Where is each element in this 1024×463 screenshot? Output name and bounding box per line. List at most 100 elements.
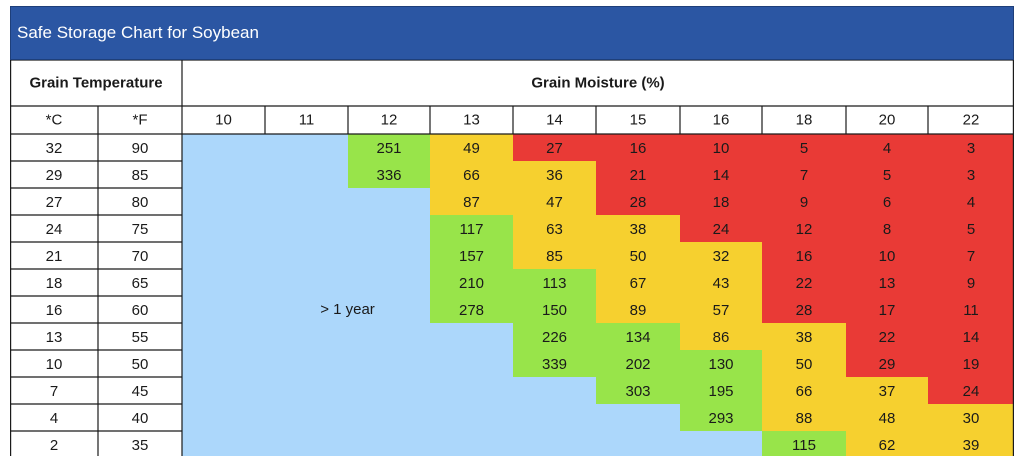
temperature-celsius: 21 bbox=[46, 248, 63, 265]
temperature-fahrenheit: 50 bbox=[132, 356, 149, 373]
storage-cell-danger bbox=[928, 296, 1014, 323]
storage-days-value: 67 bbox=[630, 275, 647, 292]
storage-days-value: 22 bbox=[879, 329, 896, 346]
storage-cell-caution bbox=[846, 377, 928, 404]
storage-cell-safe bbox=[762, 431, 846, 456]
storage-cell-safe bbox=[430, 242, 513, 269]
storage-cell-safe bbox=[430, 269, 513, 296]
storage-cell-danger bbox=[846, 134, 928, 161]
storage-cell-safe bbox=[513, 323, 596, 350]
storage-days-value: 150 bbox=[542, 302, 567, 319]
storage-cell-danger bbox=[680, 161, 762, 188]
storage-cell-caution bbox=[513, 188, 596, 215]
storage-days-value: 86 bbox=[713, 329, 730, 346]
over-year-band bbox=[182, 404, 680, 431]
storage-days-value: 48 bbox=[879, 410, 896, 427]
storage-days-value: 66 bbox=[463, 167, 480, 184]
temperature-fahrenheit: 90 bbox=[132, 140, 149, 157]
over-year-band bbox=[182, 161, 348, 188]
storage-days-value: 16 bbox=[630, 140, 647, 157]
storage-cell-caution bbox=[596, 296, 680, 323]
temperature-fahrenheit: 60 bbox=[132, 302, 149, 319]
moisture-level-header: 13 bbox=[463, 112, 480, 129]
storage-days-value: 24 bbox=[713, 221, 730, 238]
temperature-celsius: 2 bbox=[50, 437, 58, 454]
storage-days-value: 113 bbox=[543, 275, 567, 292]
storage-days-value: 293 bbox=[708, 410, 733, 427]
storage-cell-danger bbox=[596, 161, 680, 188]
storage-cell-caution bbox=[596, 269, 680, 296]
storage-cell-danger bbox=[762, 296, 846, 323]
storage-days-value: 38 bbox=[630, 221, 647, 238]
storage-cell-danger bbox=[846, 242, 928, 269]
storage-cell-danger bbox=[762, 242, 846, 269]
storage-cell-danger bbox=[846, 215, 928, 242]
moisture-level-header: 10 bbox=[215, 112, 232, 129]
storage-days-value: 115 bbox=[792, 437, 816, 454]
temperature-celsius: 16 bbox=[46, 302, 63, 319]
storage-cell-danger bbox=[846, 188, 928, 215]
storage-days-value: 66 bbox=[796, 383, 813, 400]
storage-cell-safe bbox=[430, 296, 513, 323]
storage-days-value: 14 bbox=[963, 329, 980, 346]
temperature-fahrenheit: 75 bbox=[132, 221, 149, 238]
temperature-fahrenheit: 55 bbox=[132, 329, 149, 346]
storage-cell-danger bbox=[928, 242, 1014, 269]
storage-cell-danger bbox=[846, 350, 928, 377]
storage-days-value: 339 bbox=[542, 356, 567, 373]
storage-days-value: 13 bbox=[879, 275, 896, 292]
storage-cell-danger bbox=[846, 161, 928, 188]
storage-days-value: 3 bbox=[967, 167, 975, 184]
storage-days-value: 32 bbox=[713, 248, 730, 265]
storage-days-value: 10 bbox=[713, 140, 730, 157]
storage-cell-safe bbox=[348, 134, 430, 161]
storage-days-value: 210 bbox=[459, 275, 484, 292]
storage-days-value: 47 bbox=[546, 194, 563, 211]
temperature-celsius: 10 bbox=[46, 356, 63, 373]
storage-days-value: 195 bbox=[708, 383, 733, 400]
temperature-fahrenheit: 40 bbox=[132, 410, 149, 427]
storage-cell-danger bbox=[762, 215, 846, 242]
storage-days-value: 6 bbox=[883, 194, 891, 211]
storage-days-value: 50 bbox=[796, 356, 813, 373]
over-year-band bbox=[182, 215, 430, 242]
grain-moisture-header: Grain Moisture (%) bbox=[531, 75, 664, 92]
storage-cell-danger bbox=[596, 134, 680, 161]
storage-cell-danger bbox=[846, 269, 928, 296]
storage-days-value: 5 bbox=[800, 140, 808, 157]
storage-days-value: 89 bbox=[630, 302, 647, 319]
storage-days-value: 130 bbox=[708, 356, 733, 373]
storage-days-value: 10 bbox=[879, 248, 896, 265]
storage-cell-danger bbox=[846, 323, 928, 350]
storage-days-value: 38 bbox=[796, 329, 813, 346]
storage-days-value: 14 bbox=[713, 167, 730, 184]
temperature-celsius: 18 bbox=[46, 275, 63, 292]
storage-cell-danger bbox=[596, 188, 680, 215]
celsius-column-header: *C bbox=[46, 112, 63, 129]
chart-title: Safe Storage Chart for Soybean bbox=[17, 23, 259, 42]
storage-cell-danger bbox=[928, 215, 1014, 242]
storage-days-value: 85 bbox=[546, 248, 563, 265]
storage-days-value: 7 bbox=[967, 248, 975, 265]
moisture-level-header: 15 bbox=[630, 112, 647, 129]
storage-days-value: 4 bbox=[883, 140, 891, 157]
storage-cell-caution bbox=[762, 404, 846, 431]
table-border bbox=[10, 59, 1014, 456]
storage-cell-danger bbox=[762, 134, 846, 161]
storage-days-value: 157 bbox=[459, 248, 484, 265]
storage-days-value: 62 bbox=[879, 437, 896, 454]
storage-days-value: 37 bbox=[879, 383, 896, 400]
storage-cell-safe bbox=[680, 350, 762, 377]
storage-cell-caution bbox=[762, 323, 846, 350]
moisture-level-header: 14 bbox=[546, 112, 563, 129]
storage-chart: 251 49 27 16 10 5 4 3 336 66 36 21 14 7 5 3 87 47 28 18 9 6 4 1… bbox=[10, 6, 1014, 456]
storage-cell-danger bbox=[513, 134, 596, 161]
storage-days-value: 303 bbox=[625, 383, 650, 400]
storage-cell-safe bbox=[596, 323, 680, 350]
storage-cell-danger bbox=[762, 269, 846, 296]
storage-cell-danger bbox=[928, 323, 1014, 350]
storage-days-value: 5 bbox=[967, 221, 975, 238]
temperature-celsius: 4 bbox=[50, 410, 58, 427]
storage-cell-caution bbox=[846, 431, 928, 456]
